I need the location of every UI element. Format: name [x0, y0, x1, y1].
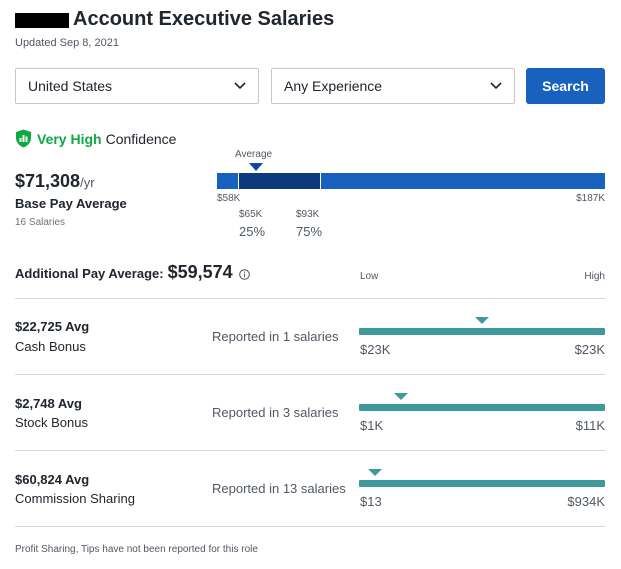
search-button[interactable]: Search	[526, 68, 605, 104]
cash-bonus-min: $23K	[360, 342, 391, 357]
additional-pay-label: Additional Pay Average:	[15, 266, 164, 281]
chevron-down-icon	[490, 80, 502, 92]
shield-chart-icon	[16, 129, 31, 148]
base-pay-label: Base Pay Average	[15, 196, 127, 211]
divider	[15, 450, 605, 451]
stock-bonus-min: $1K	[360, 418, 384, 433]
location-select[interactable]: United States	[15, 68, 259, 104]
experience-select[interactable]: Any Experience	[271, 68, 515, 104]
p75-label: 75%	[296, 224, 323, 239]
commission-sharing-amount: $60,824 Avg	[15, 472, 90, 487]
location-value: United States	[28, 78, 113, 94]
low-label: Low	[360, 271, 379, 282]
base-pay-value: $71,308	[15, 171, 81, 191]
cash-bonus-max: $23K	[574, 342, 605, 357]
stock-bonus-reported: Reported in 3 salaries	[212, 405, 339, 420]
stock-bonus-amount: $2,748 Avg	[15, 396, 82, 411]
experience-value: Any Experience	[284, 78, 383, 94]
cash-bonus-reported: Reported in 1 salaries	[212, 329, 339, 344]
base-pay-period: /yr	[80, 175, 95, 190]
commission-sharing-max: $934K	[567, 494, 605, 509]
base-pay-range-bar	[217, 173, 605, 189]
cash-bonus-label: Cash Bonus	[15, 339, 86, 354]
additional-pay-value: $59,574	[167, 262, 233, 282]
average-label: Average	[235, 149, 273, 160]
commission-sharing-reported: Reported in 13 salaries	[212, 481, 346, 496]
cash-bonus-amount: $22,725 Avg	[15, 319, 90, 334]
stock-bonus-max: $11K	[575, 418, 605, 433]
p75-value: $93K	[296, 209, 320, 220]
average-marker-icon	[475, 317, 489, 324]
p25-value: $65K	[239, 209, 263, 220]
page-header: Account Executive Salaries	[15, 6, 334, 32]
updated-date: Updated Sep 8, 2021	[15, 37, 119, 49]
p75-tick	[320, 173, 321, 189]
divider	[15, 298, 605, 299]
confidence-level: Very High	[37, 130, 102, 147]
p25-label: 25%	[239, 224, 266, 239]
divider	[15, 526, 605, 527]
chevron-down-icon	[234, 80, 246, 92]
commission-sharing-label: Commission Sharing	[15, 491, 135, 506]
stock-bonus-label: Stock Bonus	[15, 415, 88, 430]
commission-sharing-min: $13	[360, 494, 382, 509]
additional-pay-average: Additional Pay Average: $59,574	[15, 262, 233, 283]
average-marker-icon	[249, 163, 263, 171]
footnote: Profit Sharing, Tips have not been repor…	[15, 544, 258, 555]
base-pay-max: $187K	[576, 193, 605, 204]
high-label: High	[584, 271, 605, 282]
redacted-company-name	[15, 12, 69, 28]
p25-tick	[238, 173, 239, 189]
salary-count: 16 Salaries	[15, 217, 66, 228]
interquartile-segment	[238, 173, 320, 189]
base-pay-amount: $71,308 /yr	[15, 171, 95, 192]
confidence-indicator: Very High Confidence	[15, 129, 176, 148]
average-marker-icon	[393, 393, 408, 400]
page-title: Account Executive Salaries	[73, 7, 335, 30]
info-icon[interactable]	[239, 269, 250, 280]
base-pay-min: $58K	[217, 193, 241, 204]
confidence-label: Confidence	[105, 130, 177, 147]
divider	[15, 374, 605, 375]
cash-bonus-range-bar	[359, 328, 605, 335]
stock-bonus-range-bar	[359, 404, 605, 411]
average-marker-icon	[367, 469, 382, 476]
commission-sharing-range-bar	[359, 480, 605, 487]
